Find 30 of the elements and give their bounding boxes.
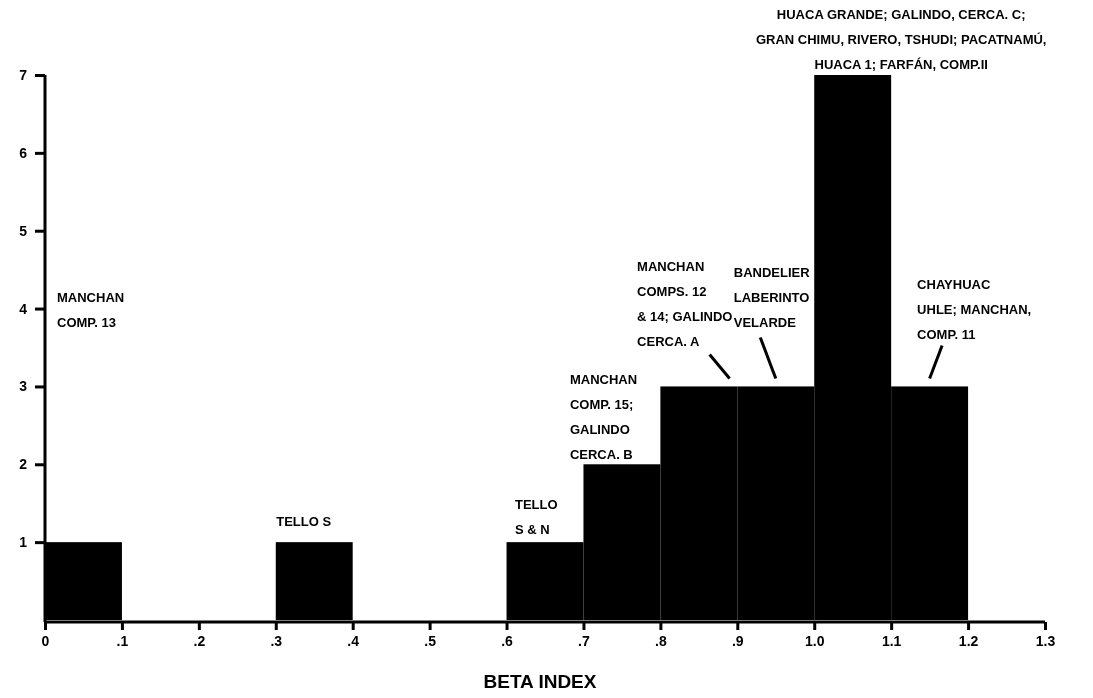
y-tick-label: 4: [19, 300, 28, 317]
y-tick-label: 3: [19, 378, 28, 395]
x-tick-label: .1: [116, 632, 129, 649]
annotation: TELLO S: [276, 514, 332, 530]
y-tick-label: 7: [19, 66, 28, 83]
x-tick-label: 1.0: [805, 632, 825, 649]
x-tick-label: 0: [41, 632, 50, 649]
x-tick-label: 1.2: [958, 632, 979, 649]
x-tick-label: .5: [424, 632, 437, 649]
x-tick-label: .3: [270, 632, 283, 649]
x-tick-label: .2: [193, 632, 206, 649]
annotation: CHAYHUAC UHLE; MANCHAN, COMP. 11: [917, 277, 1032, 343]
annotation: MANCHAN COMP. 13: [57, 290, 125, 330]
annotation: TELLO S & N: [515, 497, 558, 538]
x-tick-label: .6: [501, 632, 514, 649]
y-tick-label: 2: [19, 456, 28, 473]
x-tick-label: .4: [347, 632, 360, 649]
x-tick-label: 1.1: [881, 632, 902, 649]
x-tick-label: 1.3: [1035, 632, 1056, 649]
annotation: MANCHAN COMP. 15; GALINDO CERCA. B: [569, 372, 638, 463]
x-axis-title: BETA INDEX: [483, 671, 597, 692]
x-tick-label: .7: [578, 632, 591, 649]
annotation: HUACA GRANDE; GALINDO, CERCA. C; GRAN CHIMU, RIVERO, TSHUDI; PACATNAMÚ, HUACA 1; FARFÁN, COMP.II: [755, 7, 1047, 72]
y-tick-label: 6: [19, 144, 28, 161]
y-tick-label: 5: [19, 222, 28, 239]
annotation: MANCHAN COMPS. 12 & 14; GALINDO CERCA. A: [637, 259, 733, 350]
annotation: BANDELIER LABERINTO VELARDE: [733, 265, 811, 331]
x-tick-label: .9: [731, 632, 744, 649]
y-tick-label: 1: [19, 534, 28, 551]
x-tick-label: .8: [655, 632, 667, 649]
